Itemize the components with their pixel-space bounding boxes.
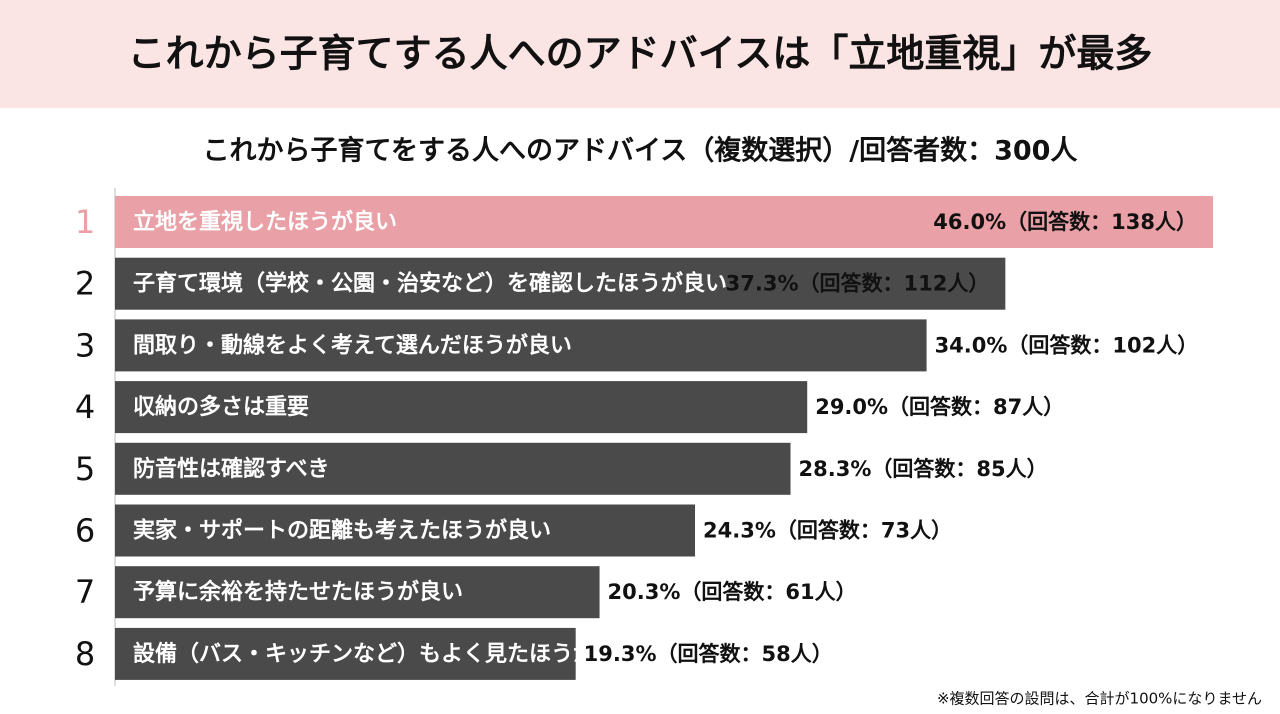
category-label: 子育て環境（学校・公園・治安など）を確認したほうが良い (133, 271, 727, 297)
category-label: 間取り・動線をよく考えて選んだほうが良い (133, 332, 572, 358)
value-label: 28.3%（回答数：85人） (799, 457, 1048, 481)
bar (115, 257, 1006, 310)
rank-label: 2 (75, 265, 95, 303)
bar (115, 319, 927, 372)
footnote: ※複数回答の設問は、合計が100%になりません (937, 690, 1262, 708)
rank-label: 5 (75, 450, 95, 488)
rank-label: 1 (75, 203, 95, 241)
value-label: 19.3%（回答数：58人） (584, 642, 833, 666)
rank-label: 8 (75, 635, 95, 673)
value-label: 46.0%（回答数：138人） (933, 210, 1197, 234)
title-banner (0, 0, 1280, 108)
rank-label: 7 (75, 573, 95, 611)
category-label: 設備（バス・キッチンなど）もよく見たほうが良い (133, 641, 639, 667)
bar (115, 196, 1213, 248)
bar (115, 627, 576, 680)
bar (115, 566, 600, 619)
category-label: 実家・サポートの距離も考えたほうが良い (133, 518, 551, 544)
value-label: 29.0%（回答数：87人） (815, 395, 1064, 419)
value-label: 20.3%（回答数：61人） (608, 580, 857, 604)
chart-subtitle: これから子育てをする人へのアドバイス（複数選択）/回答者数：300人 (203, 135, 1078, 167)
value-label: 34.0%（回答数：102人） (935, 333, 1199, 357)
value-label: 24.3%（回答数：73人） (703, 519, 952, 543)
category-label: 立地を重視したほうが良い (133, 209, 397, 235)
rank-label: 4 (75, 388, 95, 426)
bar (115, 442, 791, 495)
value-label: 37.3%（回答数：112人） (726, 272, 990, 296)
category-label: 予算に余裕を持たせたほうが良い (133, 579, 463, 605)
rank-label: 6 (75, 512, 95, 550)
bar (115, 504, 696, 557)
bar (115, 381, 808, 434)
category-label: 防音性は確認すべき (133, 456, 329, 482)
category-label: 収納の多さは重要 (133, 394, 309, 420)
rank-label: 3 (75, 326, 95, 364)
chart-title: これから子育てする人へのアドバイスは「立地重視」が最多 (128, 32, 1153, 76)
